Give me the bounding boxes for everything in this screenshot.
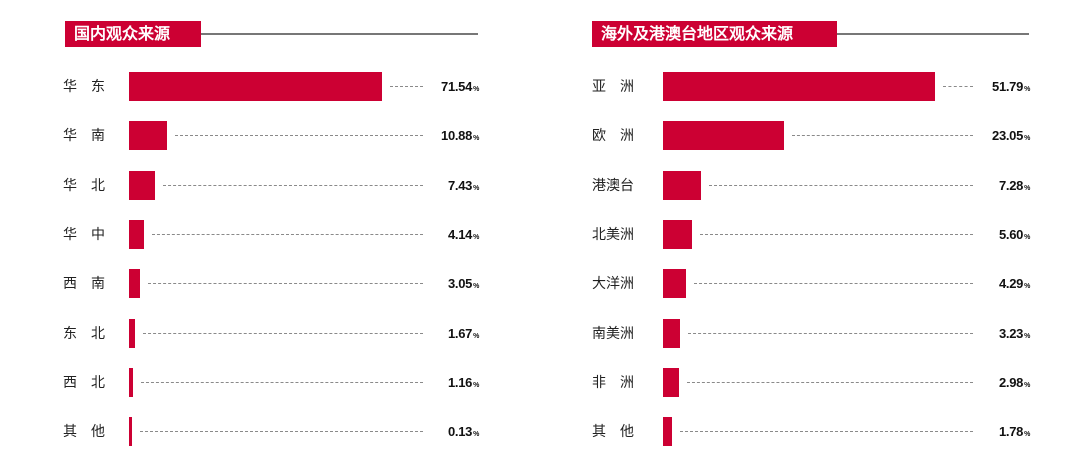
- bar: [129, 219, 144, 249]
- bar-category-label: 东 北: [63, 325, 105, 342]
- bar-row: 西 南 3.05%: [0, 269, 1081, 299]
- bar-row: 华 东 71.54%: [0, 72, 1081, 102]
- bar: [129, 269, 140, 299]
- bar-row: 华 北 7.43%: [0, 170, 1081, 201]
- bar-value-label: 71.54%: [409, 72, 479, 102]
- bar-category-label: 华 北: [63, 177, 105, 194]
- bar: [129, 72, 382, 101]
- dashed-leader-line: [175, 135, 423, 137]
- dashed-leader-line: [390, 86, 423, 87]
- percent-sign: %: [473, 332, 479, 340]
- dashed-leader-line: [143, 332, 423, 334]
- bar-value-label: 1.16%: [409, 368, 479, 398]
- value-number: 4.14: [447, 226, 473, 242]
- value-number: 3.05: [447, 276, 473, 292]
- dashed-leader-line: [140, 431, 423, 433]
- bar: [129, 417, 132, 447]
- bar: [129, 121, 167, 151]
- bar-category-label: 华 东: [63, 79, 105, 95]
- value-number: 7.43: [447, 177, 473, 193]
- bar-category-label: 西 南: [63, 276, 105, 293]
- percent-sign: %: [473, 283, 479, 291]
- bar-row: 华 中 4.14%: [0, 219, 1081, 250]
- percent-sign: %: [473, 381, 479, 389]
- dashed-leader-line: [163, 184, 423, 186]
- bar: [129, 367, 133, 397]
- percent-sign: %: [473, 184, 479, 192]
- percent-sign: %: [473, 431, 479, 439]
- dashed-leader-line: [141, 381, 423, 383]
- overseas-title-rule: [837, 33, 1029, 35]
- percent-sign: %: [473, 135, 479, 143]
- bar: [129, 318, 135, 348]
- percent-sign: %: [473, 86, 479, 93]
- bar-value-label: 7.43%: [409, 171, 479, 201]
- bar-row: 其 他 0.13%: [0, 417, 1081, 447]
- bar-value-label: 1.67%: [409, 319, 479, 349]
- bar: [129, 170, 155, 200]
- bar-value-label: 3.05%: [409, 269, 479, 299]
- value-number: 1.16: [447, 374, 473, 390]
- value-number: 1.67: [447, 325, 473, 341]
- bar-row: 东 北 1.67%: [0, 318, 1081, 349]
- value-number: 71.54: [441, 79, 473, 94]
- bar-category-label: 其 他: [63, 424, 105, 441]
- dashed-leader-line: [148, 283, 423, 285]
- domestic-title-rule: [201, 33, 478, 35]
- value-number: 0.13: [447, 424, 473, 440]
- domestic-chart-title: 国内观众来源: [65, 21, 201, 47]
- bar-row: 华 南 10.88%: [0, 121, 1081, 151]
- bar-category-label: 华 南: [63, 128, 105, 145]
- bar-category-label: 华 中: [63, 226, 105, 243]
- value-number: 10.88: [441, 128, 473, 144]
- dashed-leader-line: [152, 233, 423, 235]
- overseas-chart-title: 海外及港澳台地区观众来源: [592, 21, 837, 47]
- domestic-audience-chart: 国内观众来源 华 东 71.54% 华 南 10.88% 华 北 7.43% 华 中 4.14…: [0, 0, 540, 459]
- bar-value-label: 10.88%: [409, 121, 479, 151]
- percent-sign: %: [473, 233, 479, 241]
- bar-category-label: 西 北: [63, 374, 105, 391]
- bar-value-label: 0.13%: [409, 417, 479, 447]
- bar-row: 西 北 1.16%: [0, 367, 1081, 398]
- bar-value-label: 4.14%: [409, 220, 479, 250]
